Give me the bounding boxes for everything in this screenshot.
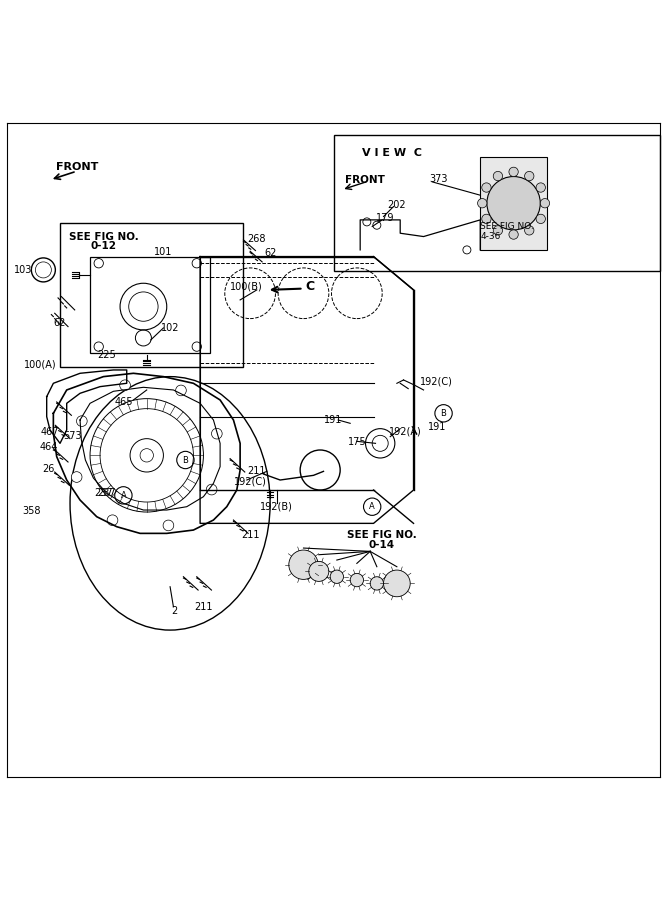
Circle shape <box>524 171 534 181</box>
Circle shape <box>536 214 546 223</box>
Circle shape <box>309 562 329 581</box>
Circle shape <box>540 199 550 208</box>
Circle shape <box>289 550 318 580</box>
Circle shape <box>350 573 364 587</box>
Text: 0-14: 0-14 <box>368 540 395 550</box>
Circle shape <box>509 167 518 176</box>
Circle shape <box>487 176 540 230</box>
Bar <box>60 223 243 366</box>
Circle shape <box>330 570 344 583</box>
Text: 175: 175 <box>348 437 366 447</box>
Circle shape <box>119 380 130 391</box>
Bar <box>334 134 660 271</box>
Text: 268: 268 <box>247 234 266 244</box>
Text: 467: 467 <box>41 427 59 437</box>
Text: B: B <box>183 455 188 464</box>
Text: B: B <box>441 409 446 418</box>
Text: V I E W  C: V I E W C <box>362 148 422 158</box>
Text: 464: 464 <box>39 442 58 452</box>
Text: 62: 62 <box>264 248 276 258</box>
Text: A: A <box>121 491 126 500</box>
Text: 373: 373 <box>430 174 448 184</box>
Circle shape <box>536 183 546 193</box>
Circle shape <box>482 183 491 193</box>
Circle shape <box>384 570 410 597</box>
Text: 102: 102 <box>161 323 179 333</box>
Circle shape <box>71 472 82 482</box>
Circle shape <box>211 428 222 439</box>
Text: 465: 465 <box>114 397 133 407</box>
Text: 4-36: 4-36 <box>480 232 501 241</box>
Text: 192(C): 192(C) <box>420 376 454 386</box>
Text: 2: 2 <box>171 607 178 616</box>
Text: 26: 26 <box>43 464 55 473</box>
Text: 573: 573 <box>63 431 81 441</box>
Circle shape <box>524 226 534 235</box>
Text: 211: 211 <box>241 530 259 540</box>
Circle shape <box>206 484 217 495</box>
Text: 191: 191 <box>428 422 446 432</box>
Circle shape <box>77 416 87 427</box>
Text: 100(A): 100(A) <box>24 360 56 370</box>
Circle shape <box>107 515 118 526</box>
Text: 191: 191 <box>324 415 343 425</box>
Text: 103: 103 <box>13 265 32 274</box>
Circle shape <box>175 385 186 396</box>
Text: 101: 101 <box>154 247 173 256</box>
Circle shape <box>493 226 502 235</box>
Circle shape <box>482 214 491 223</box>
Text: 192(A): 192(A) <box>389 427 422 436</box>
Text: 237: 237 <box>94 489 113 499</box>
Text: FRONT: FRONT <box>55 161 98 172</box>
Text: 358: 358 <box>23 507 41 517</box>
Text: A: A <box>370 502 375 511</box>
Text: SEE FIG NO.: SEE FIG NO. <box>480 222 534 231</box>
Circle shape <box>494 171 503 181</box>
Circle shape <box>370 577 384 590</box>
Text: 211: 211 <box>247 466 266 476</box>
Text: 62: 62 <box>54 319 66 328</box>
Circle shape <box>163 520 174 531</box>
Text: 100(B): 100(B) <box>230 282 263 292</box>
Text: SEE FIG NO.: SEE FIG NO. <box>347 530 416 540</box>
Bar <box>480 157 547 250</box>
Text: 202: 202 <box>388 200 406 210</box>
Text: 211: 211 <box>194 602 213 612</box>
Text: 192(B): 192(B) <box>260 501 293 512</box>
Text: 0-12: 0-12 <box>91 241 116 251</box>
Text: 225: 225 <box>97 349 116 360</box>
Text: SEE FIG NO.: SEE FIG NO. <box>69 231 138 241</box>
Text: C: C <box>305 280 315 293</box>
Text: 179: 179 <box>376 213 395 223</box>
Text: 237: 237 <box>97 489 116 499</box>
Circle shape <box>509 230 518 239</box>
Circle shape <box>478 199 487 208</box>
Text: 192(C): 192(C) <box>233 476 267 486</box>
Text: FRONT: FRONT <box>345 175 385 184</box>
